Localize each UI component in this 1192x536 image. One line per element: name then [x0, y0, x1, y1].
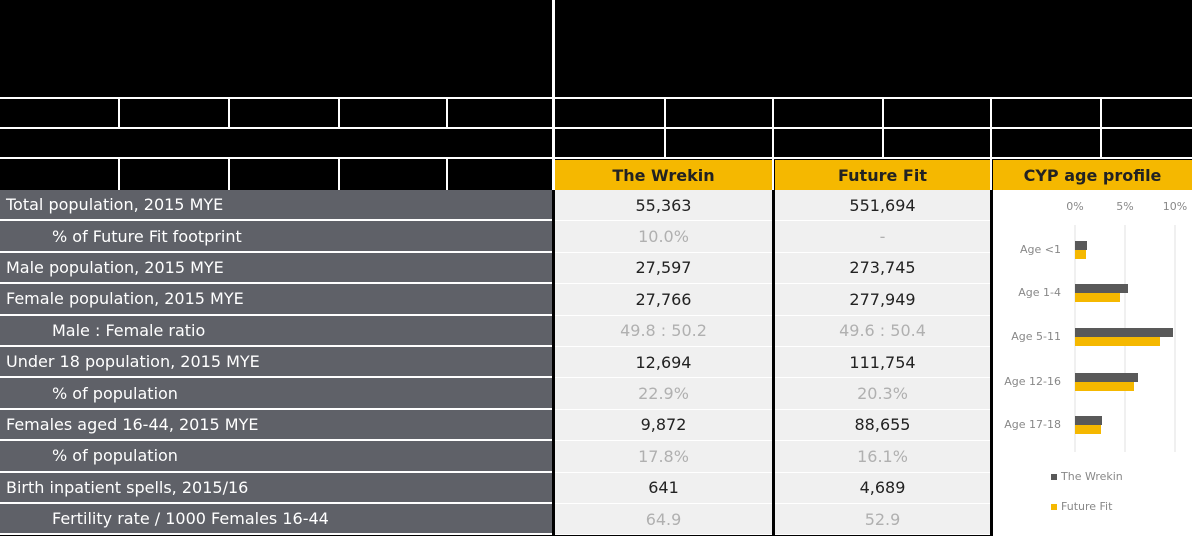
value-cell: 273,745 [775, 252, 990, 285]
bar [1075, 425, 1101, 434]
legend-swatch [1051, 504, 1057, 510]
value-cell: 55,363 [555, 190, 772, 222]
value-cell: 20.3% [775, 378, 990, 410]
divider [118, 97, 120, 127]
value-cell: 88,655 [775, 409, 990, 442]
divider [1100, 97, 1102, 157]
category-label: Age 5-11 [1011, 330, 1061, 343]
value-cell: 12,694 [555, 347, 772, 379]
x-tick-label: 5% [1116, 200, 1133, 213]
value-cell: 641 [555, 472, 772, 504]
category-label: Age <1 [1020, 243, 1061, 256]
column-header: The Wrekin [555, 160, 772, 190]
value-cell: 551,694 [775, 190, 990, 222]
divider [228, 157, 230, 190]
divider [0, 97, 1192, 99]
divider [446, 157, 448, 190]
row-label: % of Future Fit footprint [0, 221, 552, 253]
value-cell: 17.8% [555, 441, 772, 473]
divider [552, 0, 555, 190]
x-tick-label: 10% [1163, 200, 1187, 213]
legend-label: Future Fit [1061, 500, 1113, 513]
value-cell: 27,766 [555, 284, 772, 316]
row-label: % of population [0, 378, 552, 410]
row-label: Male : Female ratio [0, 315, 552, 347]
value-cell: 111,754 [775, 347, 990, 379]
row-label: Female population, 2015 MYE [0, 284, 552, 316]
divider [0, 157, 1192, 159]
bar [1075, 241, 1087, 250]
bar [1075, 328, 1173, 337]
divider [990, 97, 992, 190]
divider [446, 97, 448, 127]
bar [1075, 382, 1134, 391]
divider [228, 97, 230, 127]
category-label: Age 12-16 [1004, 375, 1061, 388]
legend-swatch [1051, 474, 1057, 480]
divider [664, 97, 666, 157]
legend-label: The Wrekin [1060, 470, 1123, 483]
value-cell: 22.9% [555, 378, 772, 410]
divider [772, 97, 774, 190]
value-cell: 10.0% [555, 221, 772, 253]
value-cell: - [775, 221, 990, 253]
bar [1075, 284, 1128, 293]
value-cell: 277,949 [775, 284, 990, 316]
divider [338, 97, 340, 127]
bar [1075, 293, 1120, 302]
row-label: Total population, 2015 MYE [0, 190, 552, 222]
divider [882, 97, 884, 157]
row-label: Females aged 16-44, 2015 MYE [0, 409, 552, 442]
row-label: Birth inpatient spells, 2015/16 [0, 472, 552, 504]
category-label: Age 1-4 [1018, 286, 1061, 299]
value-cell: 27,597 [555, 252, 772, 285]
column-header: Future Fit [775, 160, 990, 190]
category-label: Age 17-18 [1004, 418, 1061, 431]
value-cell: 64.9 [555, 504, 772, 536]
value-cell: 9,872 [555, 409, 772, 442]
value-cell: 52.9 [775, 504, 990, 536]
value-cell: 16.1% [775, 441, 990, 473]
row-label: Fertility rate / 1000 Females 16-44 [0, 504, 552, 536]
divider [118, 157, 120, 190]
divider [0, 127, 1192, 129]
value-cell: 4,689 [775, 472, 990, 504]
bar [1075, 250, 1086, 259]
bar [1075, 337, 1160, 346]
age-profile-chart: 0% 5% 10% Age <1 Age 1-4 Age 5-11 Age 12-16 Age… [993, 190, 1192, 536]
bar [1075, 373, 1138, 382]
value-cell: 49.6 : 50.4 [775, 315, 990, 347]
value-cell: 49.8 : 50.2 [555, 315, 772, 347]
column-header: CYP age profile [993, 160, 1192, 190]
x-tick-label: 0% [1066, 200, 1083, 213]
divider [338, 157, 340, 190]
bar [1075, 416, 1102, 425]
row-label: Under 18 population, 2015 MYE [0, 347, 552, 379]
row-label: % of population [0, 441, 552, 473]
row-label: Male population, 2015 MYE [0, 252, 552, 285]
